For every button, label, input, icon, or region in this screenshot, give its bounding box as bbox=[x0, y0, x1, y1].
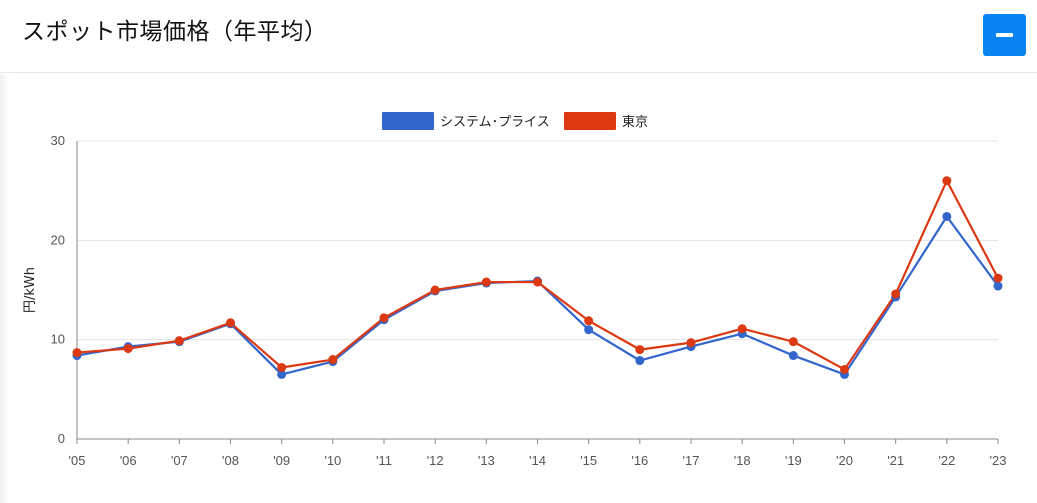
x-tick-label: '12 bbox=[427, 453, 444, 468]
data-point[interactable] bbox=[891, 289, 901, 299]
legend[interactable]: システム･プライス 東京 bbox=[382, 112, 648, 130]
data-point[interactable] bbox=[123, 344, 133, 354]
data-point[interactable] bbox=[277, 369, 287, 379]
data-point[interactable] bbox=[584, 325, 594, 335]
legend-swatch bbox=[564, 112, 616, 130]
data-point[interactable] bbox=[840, 364, 849, 374]
y-tick-label: 20 bbox=[51, 232, 65, 247]
collapse-button[interactable] bbox=[983, 14, 1026, 56]
data-point[interactable] bbox=[737, 324, 747, 334]
data-point[interactable] bbox=[635, 345, 645, 355]
data-point[interactable] bbox=[277, 362, 287, 372]
data-point[interactable] bbox=[72, 348, 82, 358]
data-point[interactable] bbox=[584, 316, 594, 326]
x-tick-label: '17 bbox=[683, 453, 700, 468]
y-tick-labels: 0 10 20 30 bbox=[51, 133, 65, 446]
x-tick-label: '11 bbox=[376, 453, 392, 468]
x-tick-label: '21 bbox=[887, 453, 904, 468]
y-axis-label: 円/kWh bbox=[23, 267, 38, 313]
x-tick-label: '07 bbox=[171, 453, 188, 468]
legend-swatch bbox=[382, 112, 434, 130]
x-tick-label: '16 bbox=[631, 453, 648, 468]
x-tick-labels: '05 '06 '07 '08 '09 '10 '11 '12 '13 '14 '15 '16 '17 '… bbox=[69, 453, 1007, 468]
data-point[interactable] bbox=[686, 338, 696, 348]
x-tick-label: '10 bbox=[324, 453, 341, 468]
data-point[interactable] bbox=[993, 273, 1003, 283]
x-tick-label: '06 bbox=[120, 453, 137, 468]
card-title: スポット市場価格（年平均） bbox=[22, 19, 328, 45]
left-shadow bbox=[0, 74, 9, 503]
data-point[interactable] bbox=[942, 176, 952, 186]
data-point[interactable] bbox=[328, 355, 338, 365]
x-tick-label: '13 bbox=[478, 453, 495, 468]
data-point[interactable] bbox=[635, 356, 645, 366]
x-tick-label: '05 bbox=[69, 453, 86, 468]
data-point[interactable] bbox=[993, 281, 1003, 291]
legend-label: システム･プライス bbox=[440, 115, 550, 130]
data-point[interactable] bbox=[379, 313, 389, 323]
x-tick-label: '20 bbox=[836, 453, 853, 468]
data-point[interactable] bbox=[174, 336, 184, 346]
axes bbox=[76, 141, 999, 444]
legend-item[interactable]: 東京 bbox=[564, 112, 648, 130]
data-point[interactable] bbox=[481, 277, 491, 287]
card-header: スポット市場価格（年平均） bbox=[0, 0, 1037, 73]
x-tick-label: '09 bbox=[273, 453, 290, 468]
series-line-1 bbox=[76, 179, 999, 371]
data-point[interactable] bbox=[942, 211, 952, 221]
x-tick-label: '22 bbox=[938, 453, 955, 468]
data-point[interactable] bbox=[788, 337, 798, 347]
y-tick-label: 30 bbox=[51, 133, 65, 148]
data-point[interactable] bbox=[788, 351, 798, 361]
gridlines bbox=[77, 140, 998, 341]
x-tick-label: '23 bbox=[990, 453, 1007, 468]
data-point[interactable] bbox=[430, 285, 440, 295]
x-tick-label: '18 bbox=[734, 453, 751, 468]
series-group bbox=[72, 176, 1003, 379]
y-tick-label: 10 bbox=[51, 332, 65, 347]
minus-icon bbox=[996, 33, 1013, 37]
x-tick-label: '08 bbox=[222, 453, 239, 468]
y-tick-label: 0 bbox=[58, 431, 65, 446]
legend-label: 東京 bbox=[622, 114, 648, 130]
x-tick-label: '14 bbox=[529, 453, 546, 468]
data-point[interactable] bbox=[226, 318, 235, 328]
x-tick-label: '19 bbox=[785, 453, 802, 468]
x-tick-label: '15 bbox=[580, 453, 597, 468]
data-point[interactable] bbox=[533, 277, 542, 287]
legend-item[interactable]: システム･プライス bbox=[382, 112, 550, 130]
